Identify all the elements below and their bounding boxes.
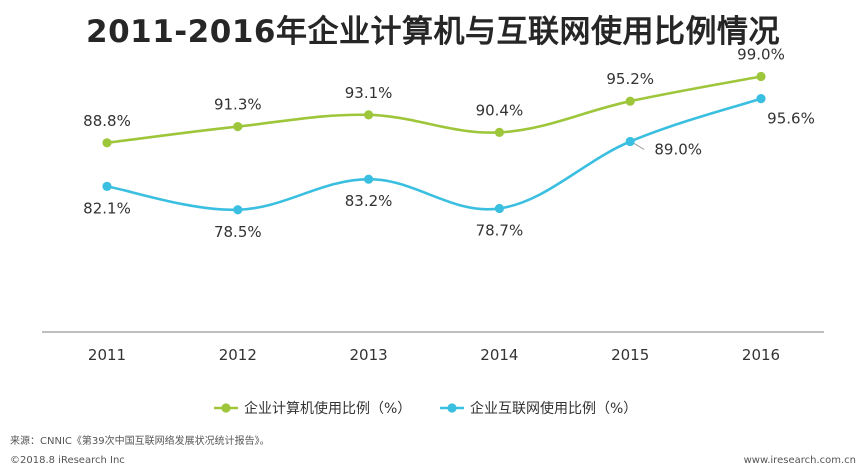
data-labels: 88.8% 91.3% 93.1% 90.4% 95.2% 99.0% 82.1% 78.5%…: [83, 46, 815, 241]
data-point: [233, 121, 243, 132]
data-label: 90.4%: [476, 101, 524, 119]
legend-marker: [221, 403, 231, 413]
data-point: [625, 136, 635, 147]
source-note: 来源：CNNIC《第39次中国互联网络发展状况统计报告》。: [10, 436, 270, 447]
data-label: 83.2%: [345, 192, 393, 210]
legend: 企业计算机使用比例（%） 企业互联网使用比例（%）: [214, 400, 637, 417]
data-label: 99.0%: [737, 46, 785, 64]
label-leader-line: [633, 143, 645, 150]
data-point: [494, 203, 504, 214]
x-tick-label: 2011: [88, 346, 126, 364]
data-point: [494, 127, 504, 137]
data-point: [364, 174, 374, 184]
series-lines: [106, 75, 762, 212]
x-tick-label: 2012: [219, 346, 257, 364]
data-label: 78.5%: [214, 223, 262, 241]
website: www.iresearch.com.cn: [743, 455, 856, 466]
data-point: [756, 94, 766, 104]
data-label: 78.7%: [476, 221, 524, 239]
data-point: [756, 71, 766, 82]
series-line-2: [106, 97, 762, 212]
legend-label: 企业互联网使用比例（%）: [470, 400, 637, 417]
data-label: 95.6%: [767, 110, 815, 128]
data-points: [102, 71, 766, 215]
x-tick-label: 2016: [742, 346, 780, 364]
x-tick-label: 2015: [611, 346, 649, 364]
data-point: [102, 138, 112, 148]
data-label: 95.2%: [606, 70, 654, 88]
copyright: ©2018.8 iResearch Inc: [10, 455, 125, 466]
legend-label: 企业计算机使用比例（%）: [244, 400, 411, 417]
data-label: 88.8%: [83, 112, 131, 130]
series-line-1: [106, 75, 762, 145]
data-label: 91.3%: [214, 96, 262, 114]
data-point: [102, 181, 112, 191]
legend-marker: [447, 403, 457, 413]
x-tick-label: 2014: [480, 346, 518, 364]
data-point: [233, 205, 243, 215]
x-tick-label: 2013: [350, 346, 388, 364]
data-label: 82.1%: [83, 199, 131, 217]
data-label: 93.1%: [345, 84, 393, 102]
data-point: [364, 110, 374, 120]
data-label: 89.0%: [654, 141, 702, 159]
data-point: [625, 96, 635, 106]
chart-title: 2011-2016年企业计算机与互联网使用比例情况: [86, 14, 780, 50]
x-axis: 2011 2012 2013 2014 2015 2016: [42, 331, 824, 364]
